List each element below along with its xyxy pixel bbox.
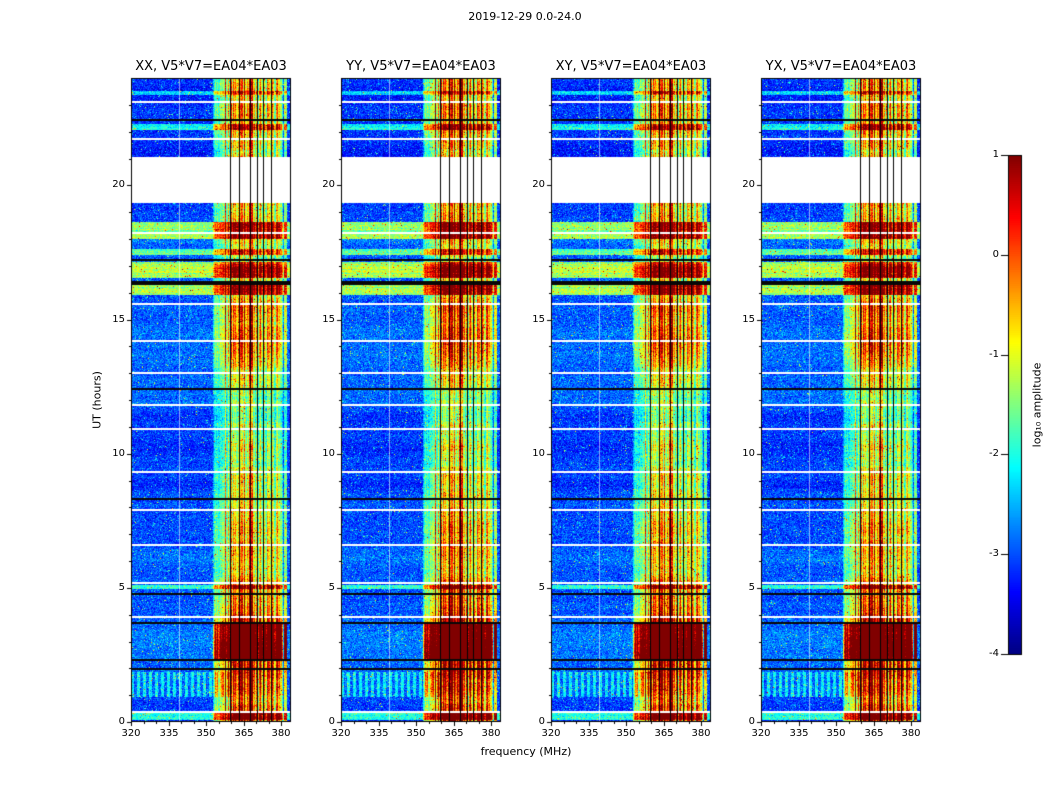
y-tick-label: 5 [328,582,335,593]
panel-title-yy: YY, V5*V7=EA04*EA03 [346,59,496,74]
y-tick-label: 0 [118,716,125,727]
x-tick-label: 320 [541,728,561,739]
y-tick-label: 15 [742,314,755,325]
y-tick-label: 5 [538,582,545,593]
y-axis-label: UT (hours) [90,371,104,429]
x-tick-label: 335 [789,728,809,739]
x-tick-label: 380 [481,728,501,739]
colorbar-tick-label: -1 [989,349,999,360]
y-tick-label: 0 [328,716,335,727]
figure-title: 2019-12-29 0.0-24.0 [468,10,582,23]
panel-title-xx: XX, V5*V7=EA04*EA03 [135,59,287,74]
y-tick-label: 10 [742,448,755,459]
colorbar-tick-label: 0 [992,249,999,260]
colorbar-tick-label: 1 [992,149,999,160]
x-tick-label: 380 [901,728,921,739]
x-tick-label: 335 [369,728,389,739]
y-tick-label: 0 [538,716,545,727]
x-tick-label: 350 [406,728,426,739]
x-tick-label: 365 [444,728,464,739]
y-tick-label: 15 [112,314,125,325]
y-tick-label: 5 [748,582,755,593]
colorbar-tick-label: -3 [989,548,999,559]
x-tick-label: 365 [234,728,254,739]
x-tick-label: 350 [616,728,636,739]
x-tick-label: 350 [196,728,216,739]
y-tick-label: 20 [322,179,335,190]
x-tick-label: 380 [271,728,291,739]
x-tick-label: 335 [579,728,599,739]
x-tick-label: 320 [331,728,351,739]
x-tick-label: 320 [121,728,141,739]
x-tick-label: 320 [751,728,771,739]
x-tick-label: 380 [691,728,711,739]
x-tick-label: 335 [159,728,179,739]
y-tick-label: 10 [112,448,125,459]
panel-title-yx: YX, V5*V7=EA04*EA03 [765,59,917,74]
y-tick-label: 0 [748,716,755,727]
colorbar-tick-label: -4 [989,648,999,659]
colorbar-tick-label: -2 [989,448,999,459]
y-tick-label: 20 [112,179,125,190]
y-tick-label: 15 [532,314,545,325]
x-tick-label: 365 [654,728,674,739]
y-tick-label: 10 [532,448,545,459]
panel-title-xy: XY, V5*V7=EA04*EA03 [555,59,707,74]
x-tick-label: 365 [864,728,884,739]
y-tick-label: 5 [118,582,125,593]
y-tick-label: 20 [532,179,545,190]
x-tick-label: 350 [826,728,846,739]
y-tick-label: 15 [322,314,335,325]
y-tick-label: 10 [322,448,335,459]
colorbar-label: log₁₀ amplitude [1030,362,1044,448]
x-axis-label: frequency (MHz) [480,745,572,758]
y-tick-label: 20 [742,179,755,190]
